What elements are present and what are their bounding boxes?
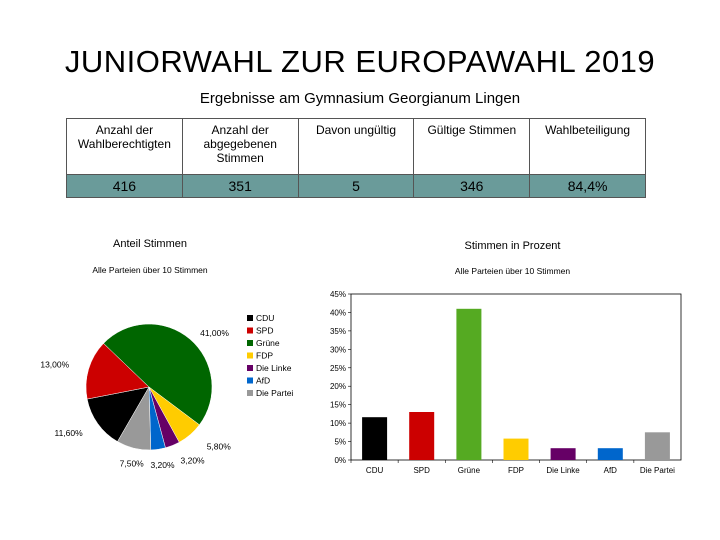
pie-chart-subtitle: Alle Parteien über 10 Stimmen <box>92 265 208 275</box>
bar-chart-title: Stimmen in Prozent <box>464 240 561 252</box>
pie-label-fdp: 5,80% <box>207 442 232 452</box>
x-tick-label-cdu: CDU <box>366 466 384 475</box>
y-tick-label-3: 15% <box>330 401 346 410</box>
x-tick-label-die-linke: Die Linke <box>546 466 580 475</box>
x-tick-label-afd: AfD <box>604 466 618 475</box>
y-tick-label-1: 5% <box>334 438 346 447</box>
pie-label-afd: 3,20% <box>150 460 175 470</box>
bar-chart-subtitle: Alle Parteien über 10 Stimmen <box>454 266 571 276</box>
header-abgegebene-stimmen: Anzahl der abgegebenen Stimmen <box>181 118 299 175</box>
legend-label-cdu: CDU <box>256 313 274 323</box>
stats-value-row: 416 351 5 346 84,4% <box>66 174 646 198</box>
y-tick-label-4: 20% <box>330 382 346 391</box>
stats-table: Anzahl der Wahlberechtigten Anzahl der a… <box>66 118 646 198</box>
legend-swatch-spd <box>247 327 253 334</box>
bar-plot-area <box>350 293 682 461</box>
stats-header-row: Anzahl der Wahlberechtigten Anzahl der a… <box>66 118 646 175</box>
legend-label-fdp: FDP <box>256 351 273 361</box>
y-tick-label-2: 10% <box>330 419 346 428</box>
pie-chart: 11,60%13,00%41,00%5,80%3,20%3,20%7,50%CD… <box>40 313 293 470</box>
pie-label-die-partei: 7,50% <box>120 459 145 469</box>
bar-die-linke <box>550 448 576 460</box>
x-tick-label-spd: SPD <box>413 466 430 475</box>
pie-slice-die-partei <box>117 386 152 451</box>
pie-slice-spd <box>85 343 150 400</box>
pie-label-grüne: 41,00% <box>200 328 229 338</box>
y-tick-label-6: 30% <box>330 345 346 354</box>
pie-slice-grüne <box>103 323 213 426</box>
legend-swatch-fdp <box>247 352 253 359</box>
legend-label-spd: SPD <box>256 326 273 336</box>
bar-fdp <box>503 438 529 460</box>
pie-label-spd: 13,00% <box>40 360 69 370</box>
bar-die-partei <box>644 432 670 460</box>
legend-label-die-linke: Die Linke <box>256 363 292 373</box>
y-tick-label-7: 35% <box>330 327 346 336</box>
page-subtitle: Ergebnisse am Gymnasium Georgianum Linge… <box>199 90 521 107</box>
legend-swatch-grüne <box>247 340 253 346</box>
header-gueltige-stimmen: Gültige Stimmen <box>413 118 531 175</box>
header-wahlbeteiligung: Wahlbeteiligung <box>529 118 646 175</box>
bar-spd <box>409 412 435 460</box>
y-tick-label-5: 25% <box>330 364 346 373</box>
x-tick-label-grüne: Grüne <box>458 466 481 475</box>
page-title: JUNIORWAHL ZUR EUROPAWAHL 2019 <box>64 44 656 79</box>
value-wahlberechtigte: 416 <box>66 174 183 198</box>
y-tick-label-8: 40% <box>330 308 346 317</box>
value-wahlbeteiligung: 84,4% <box>529 174 646 198</box>
pie-label-die-linke: 3,20% <box>181 455 206 465</box>
x-tick-label-die-partei: Die Partei <box>640 466 675 475</box>
pie-label-cdu: 11,60% <box>54 428 83 438</box>
x-tick-label-fdp: FDP <box>508 466 524 475</box>
legend-label-grüne: Grüne <box>256 338 280 348</box>
value-gueltige-stimmen: 346 <box>413 174 531 198</box>
legend-swatch-die-partei <box>247 390 253 396</box>
legend-swatch-cdu <box>247 315 253 321</box>
header-wahlberechtigte: Anzahl der Wahlberechtigten <box>66 118 183 175</box>
y-tick-label-9: 45% <box>330 290 346 299</box>
value-ungueltig: 5 <box>297 174 415 198</box>
bar-grüne <box>456 308 482 460</box>
bar-afd <box>597 448 623 460</box>
bar-chart: 0% 5% 10% 15% 20% 25% 30% 35% 40% 45% CDU SPD Grüne F… <box>330 290 682 475</box>
bar-cdu <box>362 417 388 460</box>
legend-swatch-die-linke <box>247 365 253 371</box>
header-ungueltig: Davon ungültig <box>297 118 415 175</box>
legend-label-die-partei: Die Partei <box>256 388 293 398</box>
y-tick-label-0: 0% <box>334 456 346 465</box>
legend-label-afd: AfD <box>256 376 270 386</box>
legend-swatch-afd <box>247 377 253 384</box>
pie-slice-cdu <box>86 386 150 442</box>
pie-chart-title: Anteil Stimmen <box>113 238 187 250</box>
value-abgegebene-stimmen: 351 <box>181 174 299 198</box>
